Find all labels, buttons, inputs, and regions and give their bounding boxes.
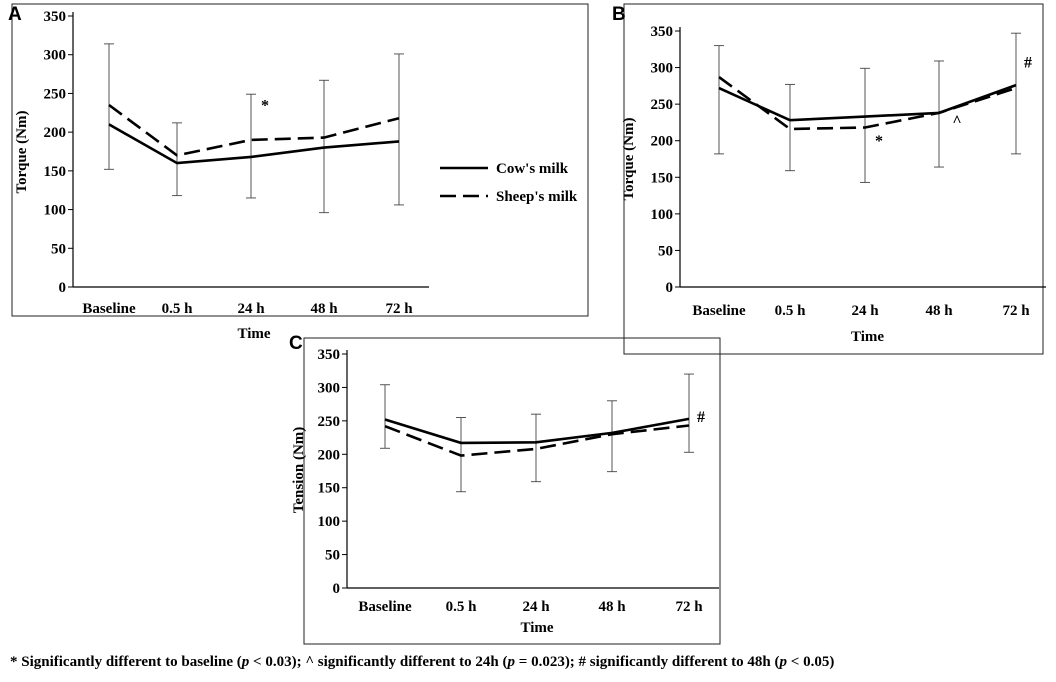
error-bar [785,83,795,172]
y-axis-title: Torque (Nm) [14,111,30,194]
footnote-part-3: = 0.023); # significantly different to 4… [515,654,780,670]
y-tick-label: 350 [318,347,341,363]
chart-panel-b: 0 50 100 150 200 250 300 350 Baseline 0.5 h 24 h 48… [612,3,1046,355]
panel-frame [303,337,721,645]
y-tick-label: 0 [333,581,341,597]
series-line-sheeps-milk [718,76,1017,131]
x-axis-title: Time [237,326,270,342]
x-axis-title: Time [851,329,884,345]
panel-letter: B [612,4,626,25]
x-tick-label: Baseline [358,599,412,615]
y-tick-label: 0 [666,280,674,296]
significance-marker: # [697,409,705,426]
significance-marker: ^ [952,113,961,130]
error-bar [684,373,694,453]
y-tick-label: 250 [318,414,341,430]
y-tick-label: 150 [318,481,341,497]
x-tick-label: 72 h [1002,303,1030,319]
series-line-sheeps-milk [384,424,690,457]
significance-marker: * [875,133,883,150]
y-tick-label: 100 [318,514,341,530]
x-axis-title: Time [520,620,553,636]
y-tick-label: 50 [325,548,340,564]
y-tick-label: 250 [44,86,67,102]
footnote-part-2: < 0.03); ^ significantly different to 24… [249,654,508,670]
error-bar [394,53,404,206]
footnote: * Significantly different to baseline (p… [10,654,834,671]
significance-marker: * [261,97,269,114]
y-axis-title: Tension (Nm) [291,427,307,514]
chart-panel-a: 0 50 100 150 200 250 300 350 Baseline 0.5 h 24 h 48… [8,3,589,342]
error-bar [246,93,256,199]
error-bar [380,384,390,449]
error-bar [531,413,541,483]
footnote-p-1: p [241,654,250,670]
x-tick-label: 72 h [385,301,413,317]
series-line-sheeps-milk [108,103,400,157]
significance-marker: # [1024,55,1032,72]
figure: 0 50 100 150 200 250 300 350 Baseline 0.5 h 24 h 48… [8,3,1046,645]
footnote-p-2: p [507,654,516,670]
y-tick-label: 300 [651,61,674,77]
y-tick-label: 200 [44,125,67,141]
y-tick-label: 300 [44,48,67,64]
error-bar [1011,32,1021,155]
series-line-cows-milk [384,417,690,445]
y-tick-label: 100 [44,203,67,219]
error-bar [607,400,617,473]
y-tick-label: 0 [59,280,67,296]
x-tick-label: 48 h [310,301,338,317]
footnote-part-4: < 0.05) [787,654,835,670]
series-line-cows-milk [108,123,400,165]
x-tick-label: Baseline [82,301,136,317]
y-tick-label: 50 [51,241,66,257]
footnote-p-3: p [779,654,788,670]
x-tick-label: 24 h [522,599,550,615]
x-tick-label: 0.5 h [162,301,194,317]
footnote-part-1: * Significantly different to baseline ( [10,654,242,670]
y-tick-label: 150 [44,164,67,180]
x-tick-label: 0.5 h [446,599,478,615]
y-tick-label: 200 [318,447,341,463]
x-tick-label: Baseline [692,303,746,319]
x-tick-label: 0.5 h [775,303,807,319]
x-tick-label: 48 h [598,599,626,615]
y-tick-label: 250 [651,97,674,113]
panel-frame [623,3,1044,355]
y-tick-label: 50 [658,243,673,259]
error-bar [714,45,724,155]
panel-letter: C [289,333,303,354]
x-tick-label: 24 h [851,303,879,319]
x-tick-label: 24 h [237,301,265,317]
y-axis-title: Torque (Nm) [621,118,637,201]
x-tick-label: 48 h [925,303,953,319]
y-tick-label: 100 [651,207,674,223]
panel-letter: A [8,4,22,25]
panel-frame [11,3,589,317]
y-tick-label: 350 [651,24,674,40]
chart-panel-c: 0 50 100 150 200 250 300 350 Baseline 0.5 h 24 h 48… [289,333,721,645]
y-tick-label: 150 [651,170,674,186]
y-tick-label: 350 [44,9,67,25]
legend: Cow's milk Sheep's milk [440,161,578,205]
y-tick-label: 200 [651,134,674,150]
legend-label: Sheep's milk [496,189,578,205]
series-line-cows-milk [718,83,1017,122]
error-bar [172,122,182,197]
x-tick-label: 72 h [675,599,703,615]
error-bar [860,67,870,183]
legend-label: Cow's milk [496,161,569,177]
y-tick-label: 300 [318,380,341,396]
